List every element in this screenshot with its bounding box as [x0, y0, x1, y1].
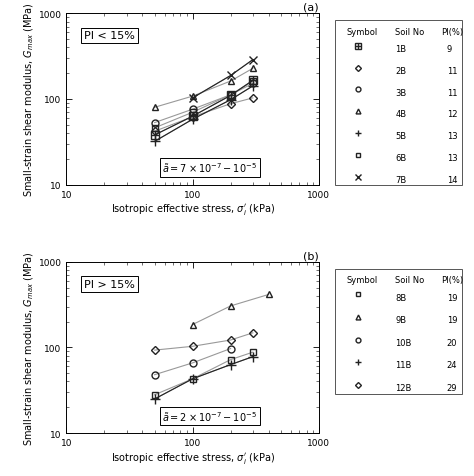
Text: (b): (b): [303, 250, 319, 260]
FancyBboxPatch shape: [336, 269, 462, 394]
Text: 13: 13: [447, 154, 457, 163]
Text: 29: 29: [447, 383, 457, 392]
Text: 12B: 12B: [395, 383, 411, 392]
Text: 6B: 6B: [395, 154, 406, 163]
Text: 11: 11: [447, 89, 457, 98]
Text: 10B: 10B: [395, 338, 411, 347]
FancyBboxPatch shape: [336, 21, 462, 185]
Text: 9B: 9B: [395, 316, 406, 325]
Text: 20: 20: [447, 338, 457, 347]
Text: 12: 12: [447, 110, 457, 119]
Text: Soil No: Soil No: [395, 28, 424, 37]
Y-axis label: Small-strain shear modulus, $G_{max}$ (MPa): Small-strain shear modulus, $G_{max}$ (M…: [22, 3, 36, 197]
Text: 19: 19: [447, 316, 457, 325]
Text: 14: 14: [447, 176, 457, 185]
Text: 3B: 3B: [395, 89, 406, 98]
Text: 1B: 1B: [395, 45, 406, 54]
Text: PI > 15%: PI > 15%: [84, 279, 135, 289]
Text: PI(%): PI(%): [441, 276, 464, 285]
Text: PI < 15%: PI < 15%: [84, 31, 135, 41]
Text: 9: 9: [447, 45, 452, 54]
Text: (a): (a): [303, 2, 319, 12]
X-axis label: Isotropic effective stress, $\sigma_i^{\prime}$ (kPa): Isotropic effective stress, $\sigma_i^{\…: [110, 202, 274, 217]
Text: $\tilde{a}=2\times10^{-7}-10^{-5}$: $\tilde{a}=2\times10^{-7}-10^{-5}$: [162, 409, 257, 423]
Text: $\tilde{a}=7\times10^{-7}-10^{-5}$: $\tilde{a}=7\times10^{-7}-10^{-5}$: [162, 161, 257, 175]
Text: 2B: 2B: [395, 67, 406, 76]
Text: Symbol: Symbol: [346, 28, 377, 37]
Text: 4B: 4B: [395, 110, 406, 119]
Text: 5B: 5B: [395, 132, 406, 141]
Text: 13: 13: [447, 132, 457, 141]
X-axis label: Isotropic effective stress, $\sigma_i^{\prime}$ (kPa): Isotropic effective stress, $\sigma_i^{\…: [110, 450, 274, 465]
Text: 7B: 7B: [395, 176, 406, 185]
Text: 11: 11: [447, 67, 457, 76]
Text: 11B: 11B: [395, 361, 411, 370]
Text: 19: 19: [447, 293, 457, 302]
Text: 8B: 8B: [395, 293, 406, 302]
Text: Soil No: Soil No: [395, 276, 424, 285]
Text: 24: 24: [447, 361, 457, 370]
Text: Symbol: Symbol: [346, 276, 377, 285]
Y-axis label: Small-strain shear modulus, $G_{max}$ (MPa): Small-strain shear modulus, $G_{max}$ (M…: [22, 250, 36, 445]
Text: PI(%): PI(%): [441, 28, 464, 37]
